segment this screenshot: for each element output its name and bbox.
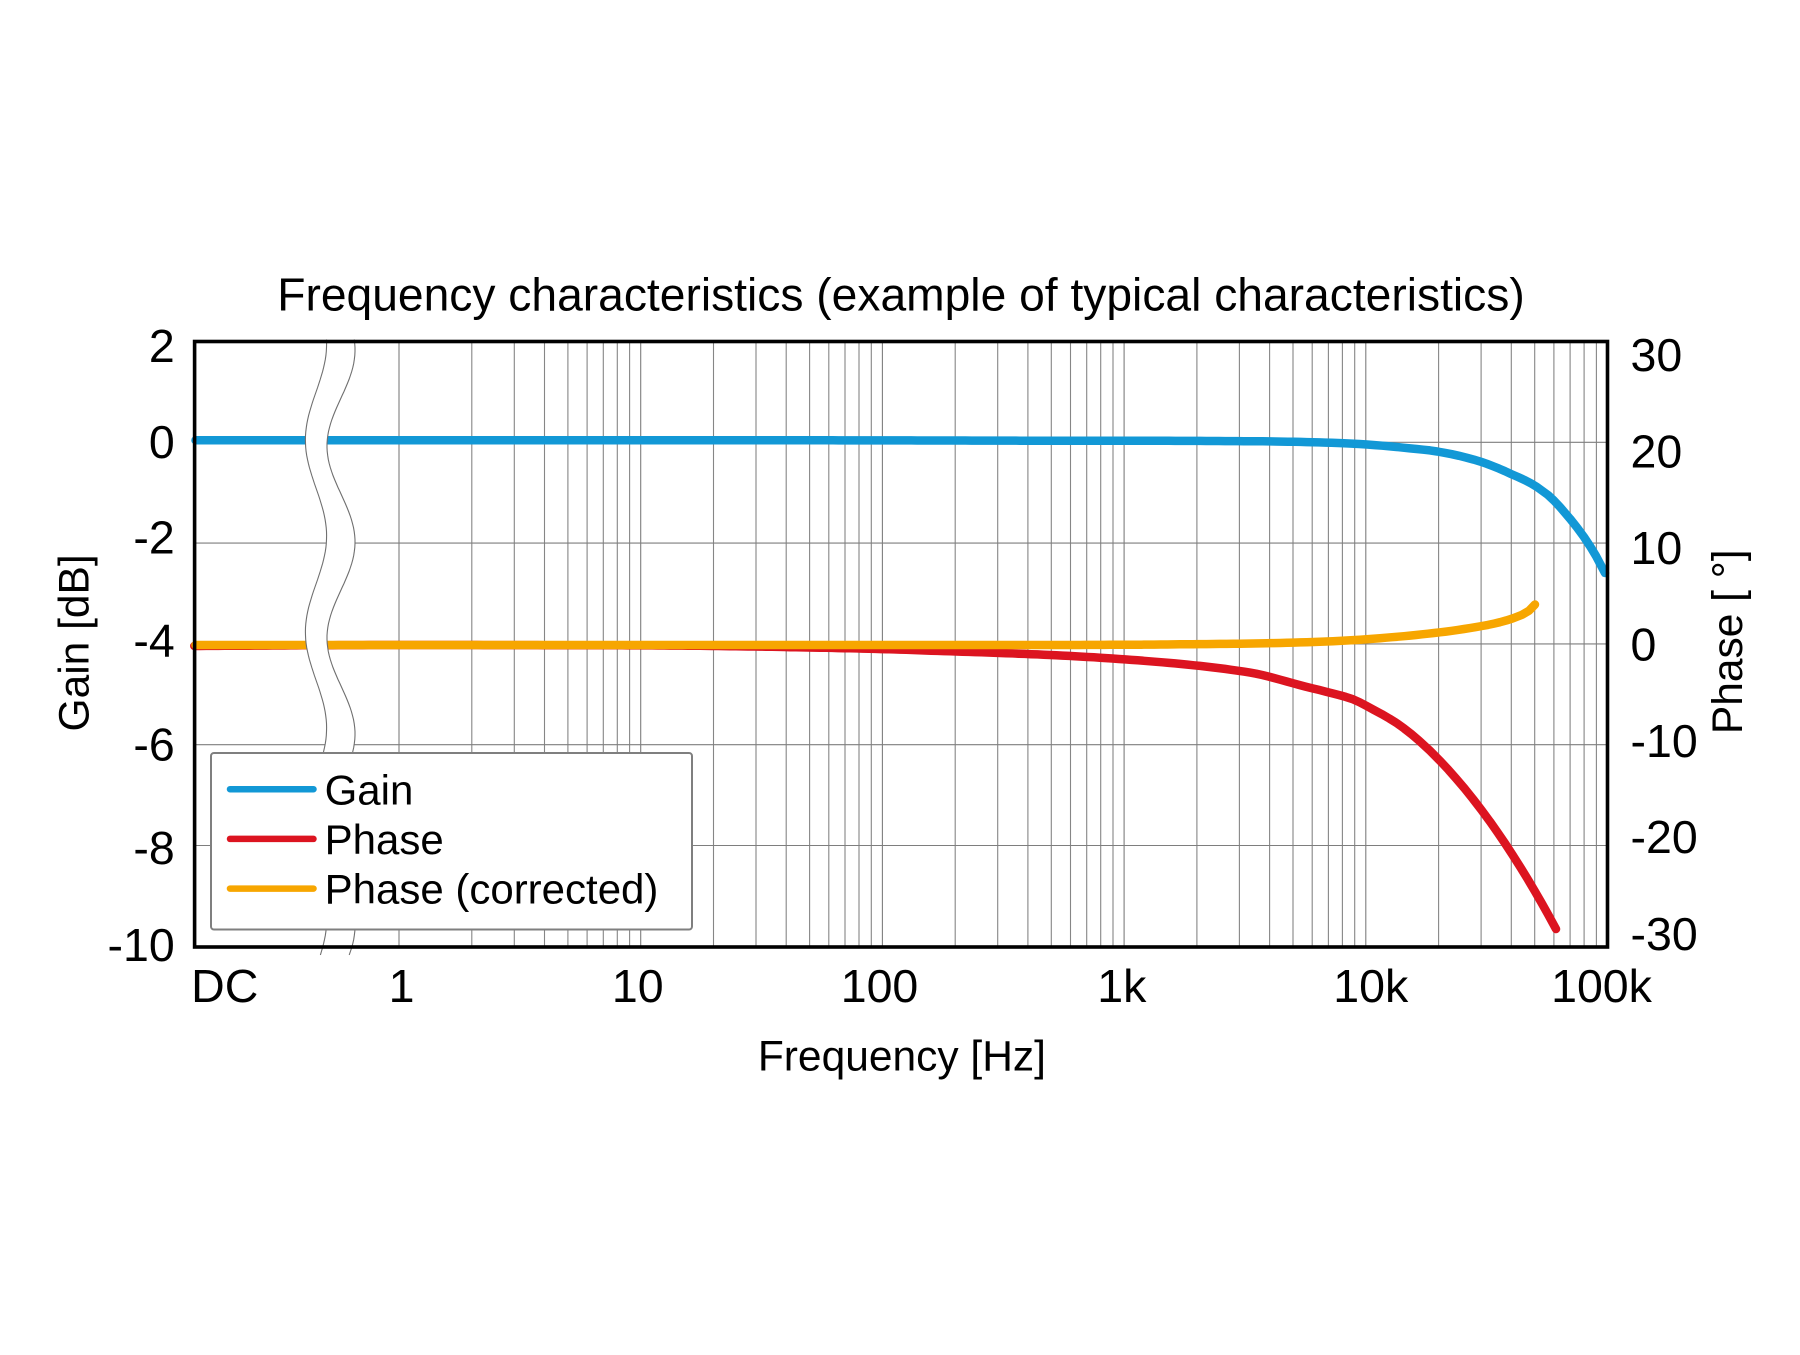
svg-text:10k: 10k [1333, 960, 1409, 1012]
svg-text:Phase [ °]: Phase [ °] [1705, 549, 1752, 734]
svg-text:1: 1 [389, 960, 415, 1012]
svg-text:100k: 100k [1551, 960, 1653, 1012]
svg-text:20: 20 [1631, 426, 1683, 478]
svg-text:-6: -6 [133, 719, 174, 771]
svg-text:-8: -8 [133, 822, 174, 874]
svg-text:30: 30 [1631, 329, 1683, 381]
svg-text:DC: DC [191, 960, 258, 1012]
svg-text:-4: -4 [133, 615, 174, 667]
svg-text:Gain: Gain [325, 766, 414, 813]
svg-text:-30: -30 [1631, 908, 1698, 960]
svg-text:10: 10 [1631, 522, 1683, 574]
svg-text:Frequency characteristics (exa: Frequency characteristics (example of ty… [277, 269, 1525, 321]
svg-text:0: 0 [1631, 618, 1657, 670]
svg-text:2: 2 [149, 320, 175, 372]
svg-text:1k: 1k [1097, 960, 1147, 1012]
svg-text:-10: -10 [1631, 715, 1698, 767]
svg-text:10: 10 [612, 960, 664, 1012]
svg-text:Frequency [Hz]: Frequency [Hz] [758, 1034, 1046, 1081]
svg-text:-2: -2 [133, 511, 174, 563]
svg-text:-20: -20 [1631, 811, 1698, 863]
svg-text:Phase: Phase [325, 816, 444, 863]
svg-text:-10: -10 [107, 919, 174, 971]
svg-text:Gain [dB]: Gain [dB] [52, 554, 99, 731]
svg-text:0: 0 [149, 416, 175, 468]
svg-text:100: 100 [841, 960, 919, 1012]
svg-text:Phase (corrected): Phase (corrected) [325, 866, 659, 913]
